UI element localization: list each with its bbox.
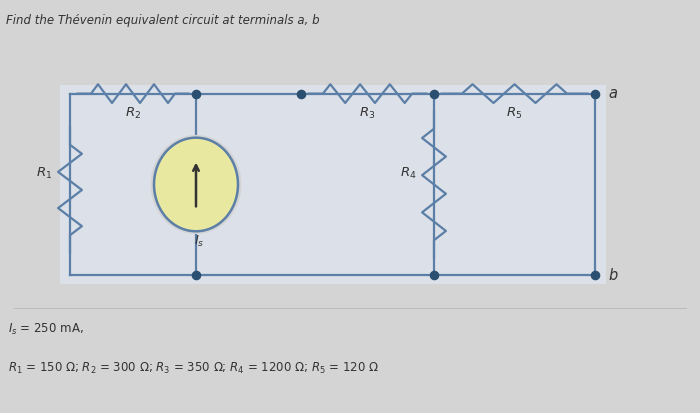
Text: $R_5$: $R_5$ [506, 106, 523, 121]
Text: $b$: $b$ [608, 267, 618, 283]
Ellipse shape [150, 135, 242, 234]
FancyBboxPatch shape [60, 85, 606, 284]
Text: $R_2$: $R_2$ [125, 106, 141, 121]
Point [428, 90, 440, 97]
Ellipse shape [154, 138, 238, 231]
Text: Find the Thévenin equivalent circuit at terminals a, b: Find the Thévenin equivalent circuit at … [6, 14, 319, 27]
Text: $R_1$ = 150 $\Omega$; $R_2$ = 300 $\Omega$; $R_3$ = 350 $\Omega$; $R_4$ = 1200 $: $R_1$ = 150 $\Omega$; $R_2$ = 300 $\Omeg… [8, 361, 379, 376]
Text: $R_4$: $R_4$ [400, 166, 416, 181]
Point [190, 90, 202, 97]
Text: $I_s$: $I_s$ [194, 234, 205, 249]
Text: $R_3$: $R_3$ [359, 106, 376, 121]
Point [190, 272, 202, 279]
Point [589, 272, 601, 279]
Point [428, 272, 440, 279]
Point [295, 90, 307, 97]
Text: $a$: $a$ [608, 86, 617, 101]
Point [589, 90, 601, 97]
Text: $I_s$ = 250 mA,: $I_s$ = 250 mA, [8, 322, 84, 337]
Text: $R_1$: $R_1$ [36, 166, 52, 181]
